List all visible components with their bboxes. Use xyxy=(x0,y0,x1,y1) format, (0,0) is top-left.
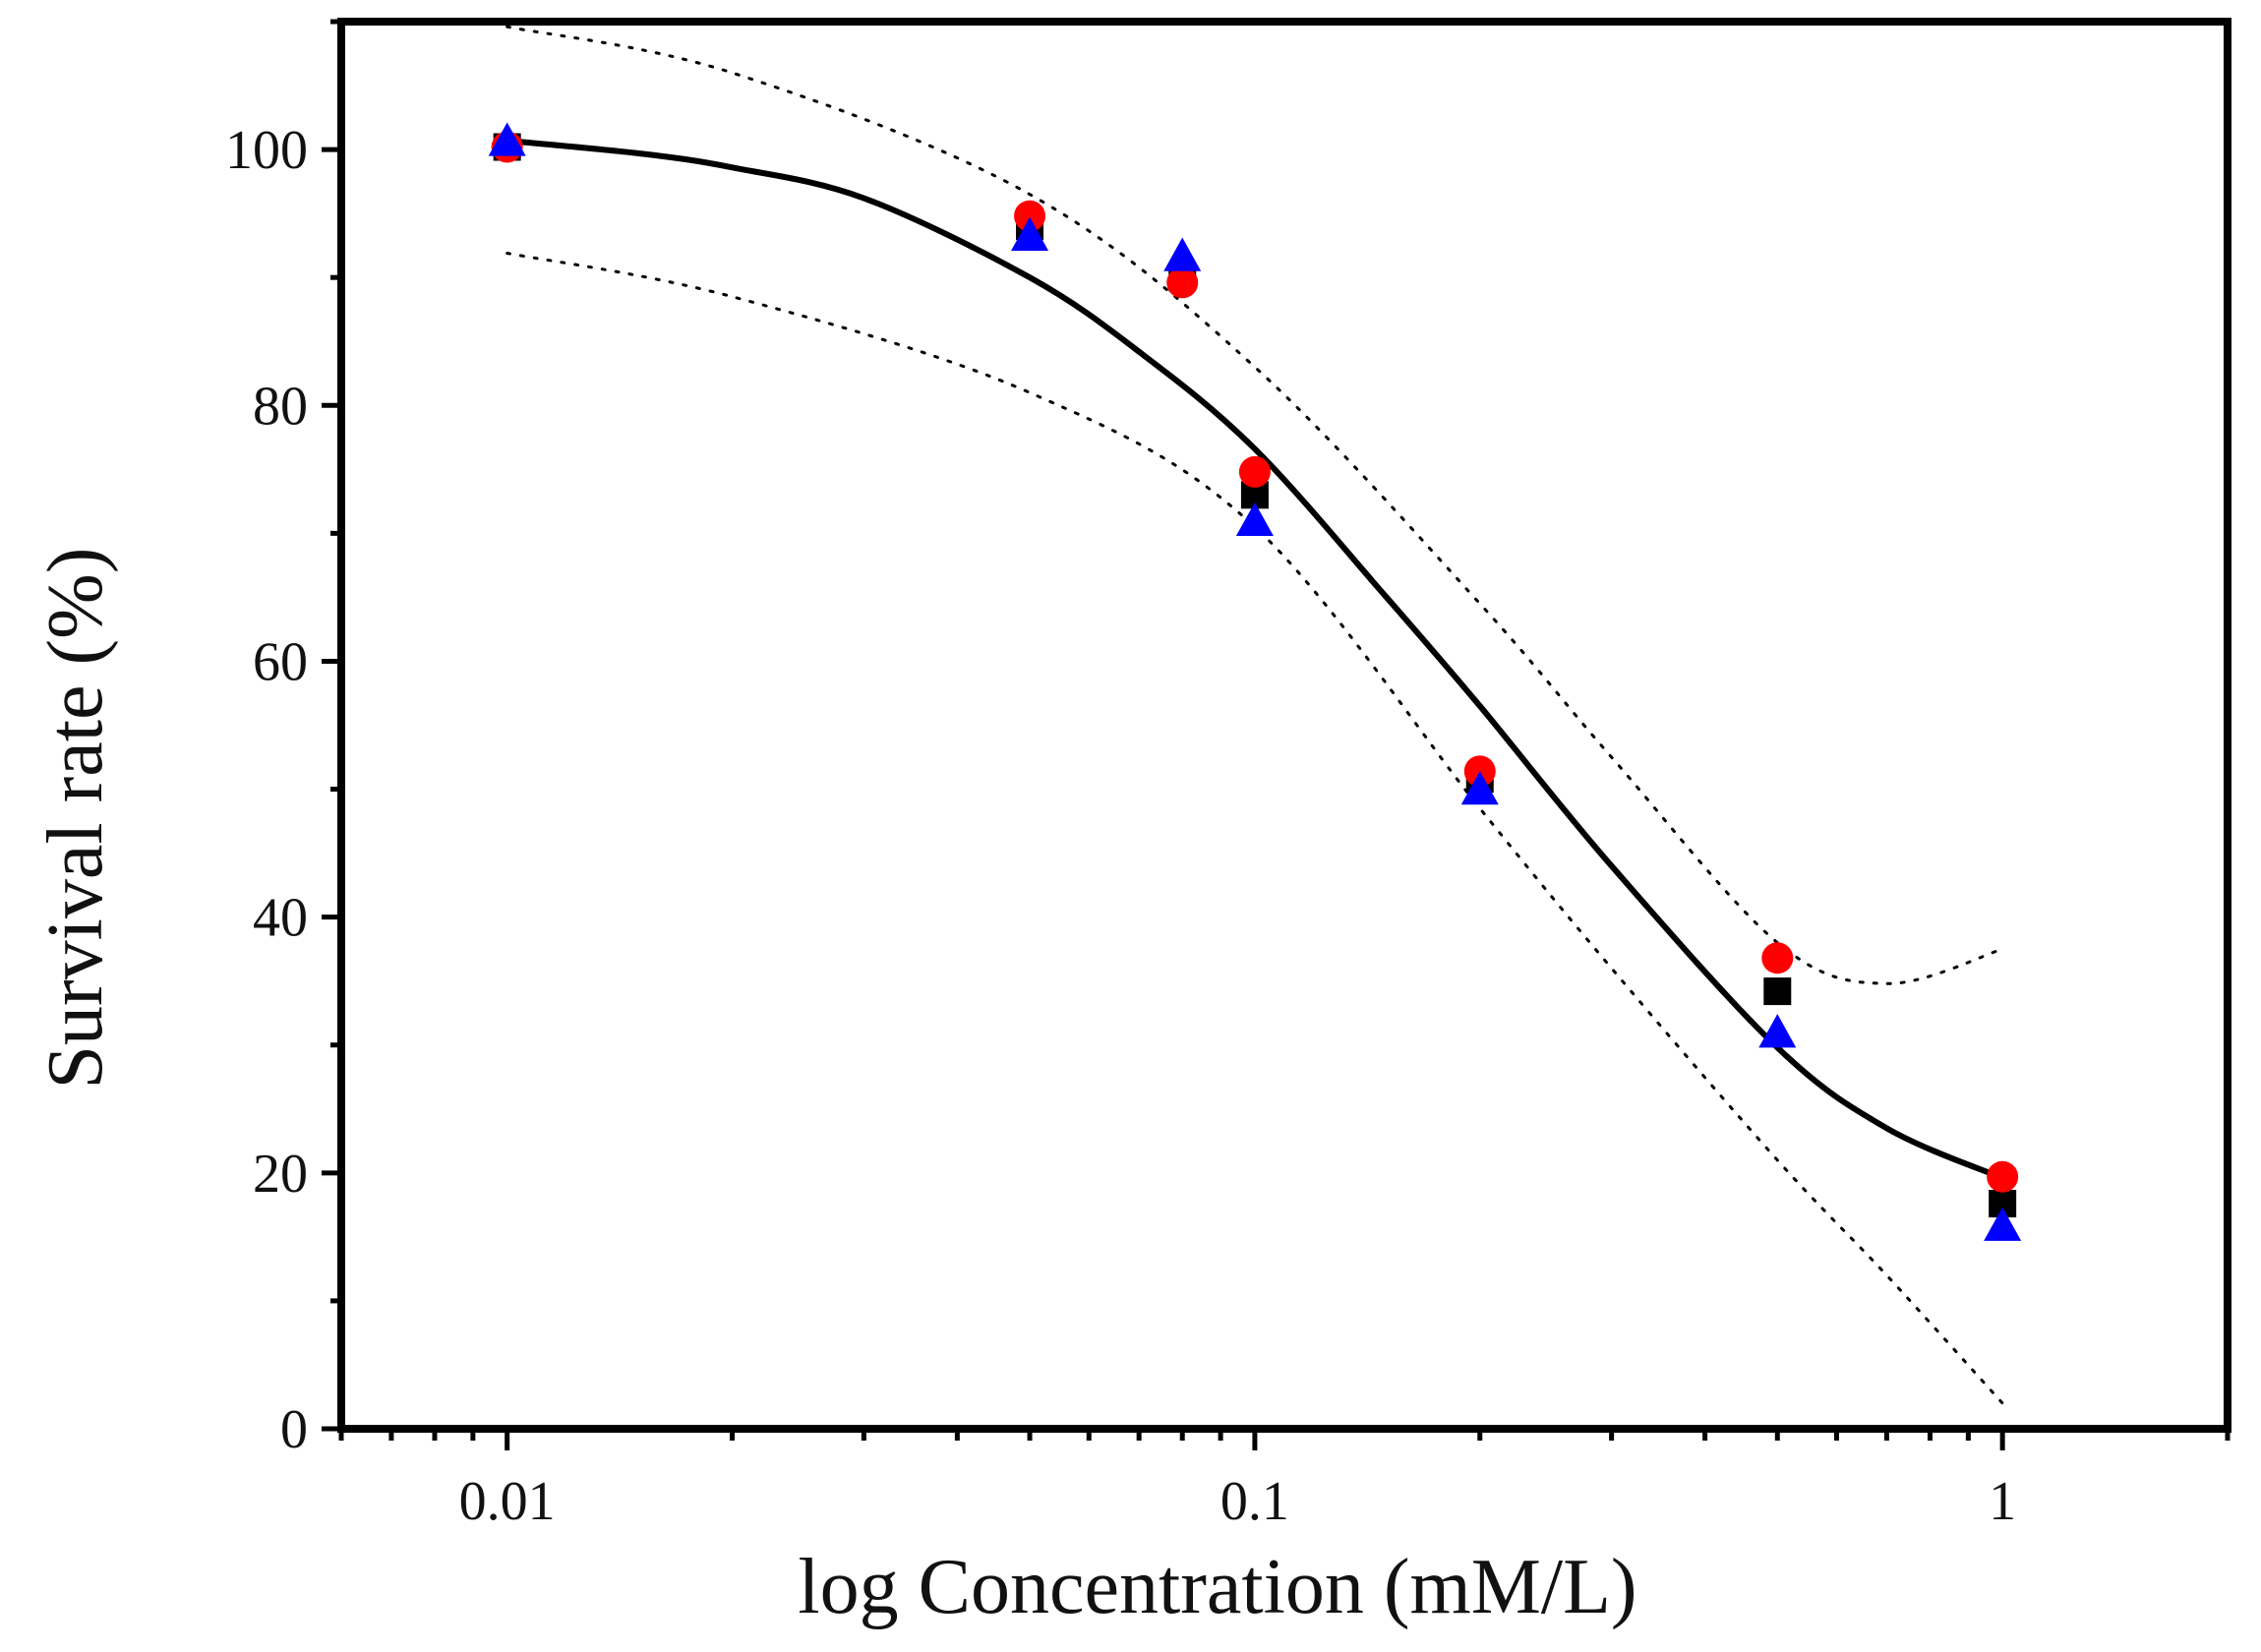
axes xyxy=(322,18,2231,1450)
data-point-circle xyxy=(1238,455,1271,488)
data-point-triangle xyxy=(1163,237,1202,271)
lower-confidence-band xyxy=(506,251,2004,1405)
data-point-circle xyxy=(1761,942,1794,974)
x-tick-label: 0.01 xyxy=(459,1471,556,1532)
data-point-triangle xyxy=(1235,502,1274,537)
y-tick-label: 60 xyxy=(253,631,308,692)
y-tick-label: 0 xyxy=(280,1399,308,1460)
data-point-circle xyxy=(1987,1160,2019,1193)
y-tick-label: 20 xyxy=(253,1144,308,1205)
plot-frame xyxy=(337,18,2231,1433)
x-axis-title: log Concentration (mM/L) xyxy=(798,1544,1636,1630)
upper-confidence-band xyxy=(506,25,2004,985)
x-tick-label: 1 xyxy=(1989,1471,2016,1532)
x-tick-label: 0.1 xyxy=(1220,1471,1289,1532)
y-tick-label: 100 xyxy=(225,120,308,181)
data-point-triangle xyxy=(488,122,526,156)
data-point-circle xyxy=(1166,266,1199,299)
data-point-triangle xyxy=(1460,771,1499,805)
data-point-triangle xyxy=(1011,216,1049,251)
y-tick-label: 40 xyxy=(253,888,308,949)
data-point-circle xyxy=(1014,200,1046,232)
y-axis-title: Survival rate (%) xyxy=(32,548,119,1090)
y-tick-label: 80 xyxy=(253,376,308,437)
tick-labels: 0 20 40 60 80 100 0.01 0.1 1 xyxy=(225,120,2016,1532)
data-points xyxy=(488,122,2022,1241)
data-point-triangle xyxy=(1758,1014,1797,1048)
data-point-triangle xyxy=(1984,1207,2022,1241)
confidence-bands xyxy=(506,25,2004,1405)
data-point-square xyxy=(1763,977,1792,1006)
